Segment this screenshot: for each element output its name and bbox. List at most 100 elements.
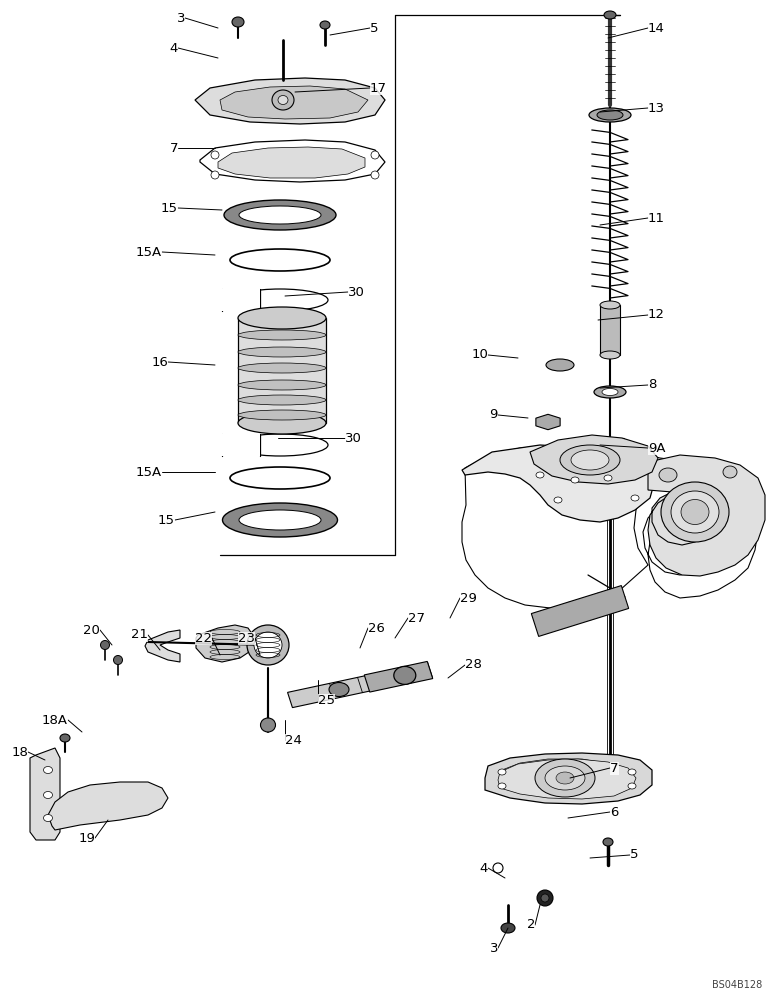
Text: 9A: 9A [648,442,665,454]
Ellipse shape [238,395,326,405]
Ellipse shape [254,632,282,658]
Polygon shape [196,625,255,662]
Text: 9: 9 [489,408,498,422]
Text: 7: 7 [170,141,178,154]
Ellipse shape [493,863,503,873]
Polygon shape [531,586,628,636]
Polygon shape [500,759,622,786]
Text: 5: 5 [370,21,378,34]
Ellipse shape [238,410,326,420]
Bar [600,305,620,355]
Text: 12: 12 [648,308,665,322]
Ellipse shape [498,769,506,775]
Text: 21: 21 [131,629,148,642]
Text: 8: 8 [648,378,656,391]
Polygon shape [220,86,368,119]
Text: 17: 17 [370,82,387,95]
Ellipse shape [681,499,709,524]
Ellipse shape [238,380,326,390]
Ellipse shape [238,330,326,340]
Ellipse shape [100,641,110,650]
Ellipse shape [537,890,553,906]
Ellipse shape [556,772,574,784]
Ellipse shape [211,171,219,179]
Text: 30: 30 [348,286,365,298]
Ellipse shape [113,656,123,664]
Ellipse shape [238,412,326,434]
Polygon shape [30,748,60,840]
Text: 25: 25 [318,694,335,706]
Ellipse shape [571,450,609,470]
Ellipse shape [232,434,328,456]
Ellipse shape [723,466,737,478]
Text: 4: 4 [479,861,488,874]
Polygon shape [488,754,638,790]
Ellipse shape [238,254,322,266]
Text: 24: 24 [285,734,302,746]
Polygon shape [462,445,655,522]
Ellipse shape [238,347,326,357]
Ellipse shape [43,792,52,798]
Ellipse shape [661,482,729,542]
Ellipse shape [238,307,326,329]
Text: 30: 30 [345,432,362,444]
Ellipse shape [211,151,219,159]
Text: 22: 22 [195,632,212,645]
Ellipse shape [239,206,321,224]
Text: BS04B128: BS04B128 [712,980,762,990]
Ellipse shape [247,625,289,665]
Ellipse shape [536,472,544,478]
Polygon shape [648,455,765,576]
Ellipse shape [60,734,70,742]
Text: 26: 26 [368,621,385,635]
Polygon shape [485,753,652,804]
Ellipse shape [501,923,515,933]
Text: 3: 3 [177,11,185,24]
Text: 15: 15 [158,514,175,526]
Ellipse shape [329,682,349,696]
Text: 29: 29 [460,591,477,604]
Ellipse shape [546,359,574,371]
Text: 5: 5 [630,848,638,861]
Polygon shape [195,78,385,124]
Ellipse shape [232,17,244,27]
Bar [220,289,260,311]
Polygon shape [498,759,636,799]
Bar [596,438,624,454]
Ellipse shape [603,838,613,846]
Text: 14: 14 [648,21,665,34]
Ellipse shape [594,386,626,398]
Ellipse shape [589,108,631,122]
Ellipse shape [671,491,719,533]
Ellipse shape [238,472,322,484]
Ellipse shape [597,110,623,120]
Polygon shape [287,662,432,708]
Polygon shape [364,661,433,692]
Ellipse shape [43,814,52,822]
Text: 18A: 18A [42,714,68,726]
Text: 15A: 15A [136,466,162,479]
Text: 11: 11 [648,212,665,225]
Ellipse shape [224,200,336,230]
Ellipse shape [43,766,52,774]
Polygon shape [48,782,168,830]
Ellipse shape [371,171,379,179]
Ellipse shape [602,388,618,395]
Text: 10: 10 [471,349,488,361]
Ellipse shape [238,363,326,373]
Ellipse shape [560,445,620,475]
Text: 13: 13 [648,102,665,114]
Ellipse shape [600,301,620,309]
Ellipse shape [604,11,616,19]
Polygon shape [462,445,758,608]
Text: 7: 7 [610,762,618,774]
Text: 3: 3 [489,942,498,954]
Ellipse shape [628,769,636,775]
Ellipse shape [371,151,379,159]
Ellipse shape [222,503,337,537]
Text: 6: 6 [610,806,618,818]
Text: 15: 15 [161,202,178,215]
Ellipse shape [545,766,585,790]
Polygon shape [200,140,385,182]
Text: 16: 16 [151,356,168,368]
